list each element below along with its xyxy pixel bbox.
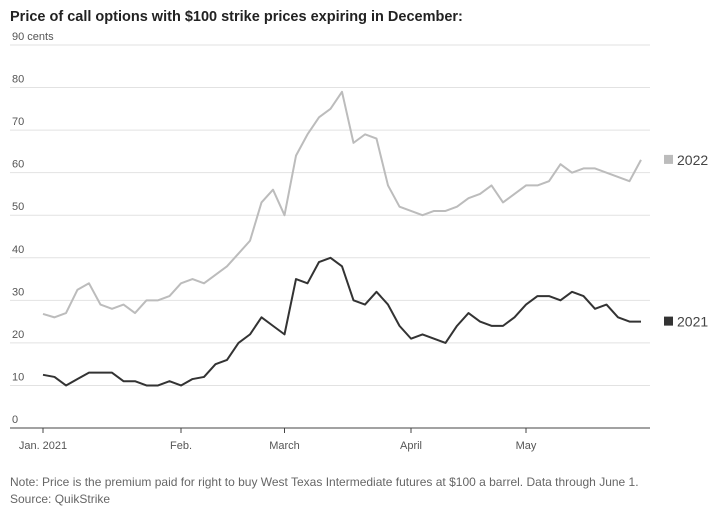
legend-swatch bbox=[664, 154, 673, 164]
source: Source: QuikStrike bbox=[10, 492, 110, 506]
note: Note: Price is the premium paid for righ… bbox=[10, 475, 639, 489]
y-tick-label: 30 bbox=[12, 286, 24, 298]
y-tick-label: 50 bbox=[12, 201, 24, 213]
x-tick-label: Jan. 2021 bbox=[19, 440, 67, 452]
y-tick-label: 0 bbox=[12, 414, 18, 426]
x-tick-label: March bbox=[269, 440, 300, 452]
legend-swatch bbox=[664, 316, 673, 326]
x-tick-label: April bbox=[400, 440, 422, 452]
y-tick-label: 10 bbox=[12, 371, 24, 383]
series-line bbox=[42, 90, 642, 319]
y-tick-label: 90 cents bbox=[12, 31, 54, 43]
x-tick-label: May bbox=[516, 440, 537, 452]
y-tick-label: 60 bbox=[12, 159, 24, 171]
y-tick-label: 70 bbox=[12, 116, 24, 128]
x-tick-label: Feb. bbox=[170, 440, 192, 452]
legend-label: 2021 bbox=[677, 314, 708, 330]
legend-label: 2022 bbox=[677, 152, 708, 168]
y-tick-label: 40 bbox=[12, 244, 24, 256]
y-tick-label: 80 bbox=[12, 74, 24, 86]
y-tick-label: 20 bbox=[12, 329, 24, 341]
series-line bbox=[42, 256, 641, 387]
chart-title: Price of call options with $100 strike p… bbox=[10, 9, 463, 25]
